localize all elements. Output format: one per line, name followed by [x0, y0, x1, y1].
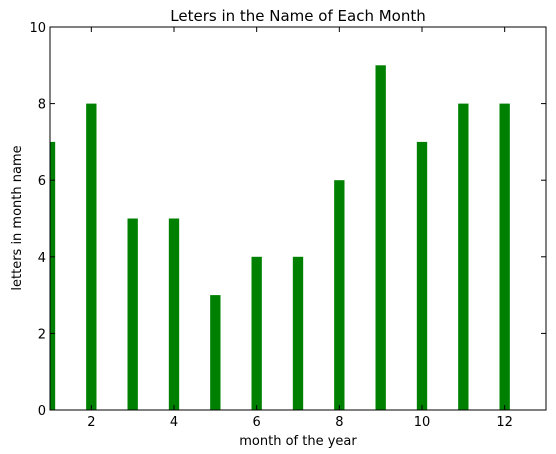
x-tick-label: 2	[87, 415, 95, 430]
y-tick-label: 10	[29, 21, 46, 36]
bars-group	[50, 65, 510, 411]
bar-month-10	[416, 141, 428, 410]
chart-title: Leters in the Name of Each Month	[170, 7, 425, 25]
ticks-group: 2 4 6 8 10 12 0 2 4 6 8 10	[29, 21, 546, 430]
y-tick-label: 8	[38, 98, 46, 113]
x-tick-label: 6	[253, 415, 261, 430]
y-tick-label: 4	[38, 251, 46, 266]
bar-month-7	[292, 256, 304, 410]
bar-month-4	[168, 218, 180, 410]
y-tick-label: 6	[38, 174, 46, 189]
bar-month-2	[86, 103, 97, 410]
x-tick-label: 10	[414, 415, 431, 430]
plot-frame	[49, 26, 547, 411]
x-axis-label: month of the year	[239, 434, 357, 449]
y-axis-label: letters in month name	[10, 145, 25, 290]
bar-month-3	[127, 218, 138, 410]
bar-month-1	[50, 141, 56, 410]
bar-month-8	[334, 180, 345, 410]
y-tick-label: 2	[38, 327, 46, 342]
y-tick-label: 0	[38, 404, 46, 419]
x-tick-label: 12	[496, 415, 513, 430]
bar-month-12	[499, 103, 510, 410]
bar-month-5	[210, 295, 221, 410]
bar-month-9	[375, 65, 386, 411]
bar-month-11	[458, 103, 469, 410]
bar-month-6	[251, 256, 262, 410]
x-tick-label: 8	[335, 415, 343, 430]
x-tick-label: 4	[170, 415, 178, 430]
